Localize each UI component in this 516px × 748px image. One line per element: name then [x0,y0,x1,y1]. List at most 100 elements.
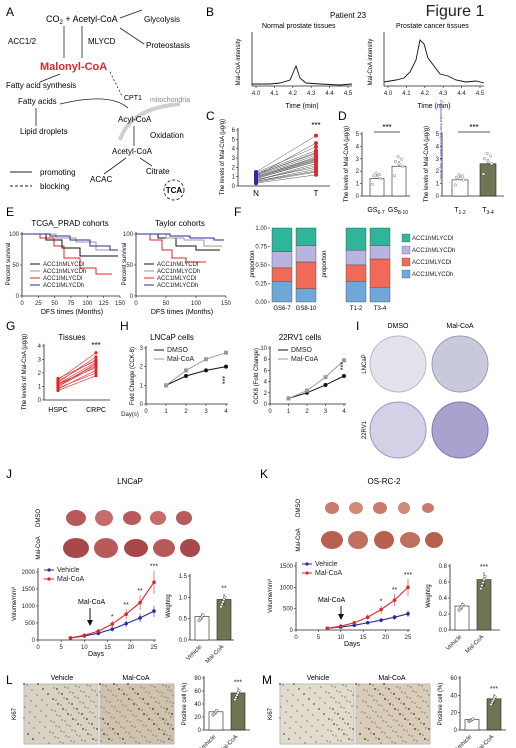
e-right-ylabel: Percent survival [122,243,128,286]
ihc-cell [414,702,416,704]
ihc-cell [148,692,150,694]
c-point-tumor [314,156,318,160]
c-point-tumor [314,169,318,174]
ihc-cell [327,729,329,731]
ihc-cell [316,730,318,732]
ihc-cell [165,711,167,713]
ihc-cell [139,731,141,733]
c-point-tumor [314,158,318,163]
mitochondria-membrane [118,102,181,141]
ihc-cell [408,708,410,710]
e-left-curve-blue [22,233,118,251]
oxidation-label: Oxidation [150,131,184,140]
ihc-cell [129,687,131,689]
ihc-cell [122,704,124,706]
ihc-cell [374,722,376,724]
ihc-cell [40,710,42,712]
j-title: LNCaP [117,477,143,486]
ihc-cell [49,731,51,733]
malonyl-coa-label: Malonyl-CoA [40,61,107,73]
g-point-hspc [56,376,60,380]
f-xtick-t34: T3-4 [374,306,387,312]
b-xtick-label: 4.5 [476,91,485,97]
ihc-cell [383,683,385,685]
wbar-data-point [482,578,486,582]
c-pair-line [255,163,317,181]
wbar-data-point [480,584,484,588]
ihc-cell [136,704,138,706]
e-right-xlabel: DFS times (Months) [151,309,213,316]
ihc-cell [401,691,403,693]
ihc-cell [108,738,110,740]
growth-point [392,615,397,619]
panel-letter-g: G [6,319,15,333]
ihc-cell [347,723,349,725]
ihc-cell [158,702,160,704]
growth-xtick-label: 10 [337,635,344,641]
ihc-cell [76,708,78,710]
panel-letter-e: E [6,205,14,219]
ihc-cell [79,701,81,703]
f-stacked-bars [271,227,391,303]
ihc-cell [23,717,25,719]
h-point [323,382,328,387]
wbar-data-point [237,689,241,693]
panel-letter-d: D [338,109,347,123]
ihc-cell [59,715,61,717]
g-point-crpc [94,371,98,375]
ihc-cell [132,688,134,690]
data-point [401,164,405,168]
ihc-cell [317,719,319,721]
growth-point [325,626,330,631]
ytick-label: 3 [38,358,42,364]
data-point [379,177,383,181]
f-yticks: 0.00 0.25 0.50 0.75 1.00 [255,226,270,306]
k-tumor [400,532,420,548]
ihc-cell [416,740,418,742]
ihc-cell [150,696,152,698]
ytick-label: 5 [436,132,440,138]
h-point [342,358,346,363]
wbar-ytick-label: 0.4 [439,596,448,602]
h-xtick-label: 0 [144,409,148,415]
ihc-cell [154,712,156,714]
ihc-cell [296,710,298,712]
ihc-cell [335,735,337,737]
ihc-cell [68,702,70,704]
ytick-label: 6 [232,128,236,134]
ihc-cell [86,684,88,686]
ihc-cell [70,714,72,716]
ihc-cell [153,697,155,699]
e-left-xticks: 0 25 50 75 100 125 150 [20,296,126,307]
ihc-cell [394,742,396,744]
f-stack-segment [369,245,391,260]
citrate-label: Citrate [146,167,170,176]
ihc-cell [105,711,107,713]
ihc-cell [28,722,30,724]
c-xtick-t: T [314,189,319,198]
ihc-cell [289,727,291,729]
ihc-cell [72,692,74,694]
growth-point [406,611,410,616]
c-point-tumor [314,172,318,177]
ihc-cell [107,689,109,691]
panel-d: D The levels of Mal-CoA (μg/g) 0 1 2 3 4 5 GS… [338,109,504,216]
ihc-cell [323,713,325,715]
data-point [482,172,485,176]
e-right-xticks: 0 50 100 150 [134,296,232,307]
ihc-cell [47,693,49,695]
ihc-cell [84,740,86,742]
ihc-cell [313,703,315,705]
ihc-cell [79,735,81,737]
g-point-crpc [94,359,98,363]
h-ytick-label: 1 [140,383,144,389]
ihc-cell [163,707,165,709]
ihc-cell [64,720,66,722]
ihc-cell [371,695,373,697]
data-point [371,182,374,186]
ihc-cell [116,684,118,686]
panel-letter-j: J [6,467,12,481]
f-stack-segment [295,245,317,263]
ihc-cell [361,711,363,713]
wbar-xtick-label: Vehicle [445,634,463,652]
